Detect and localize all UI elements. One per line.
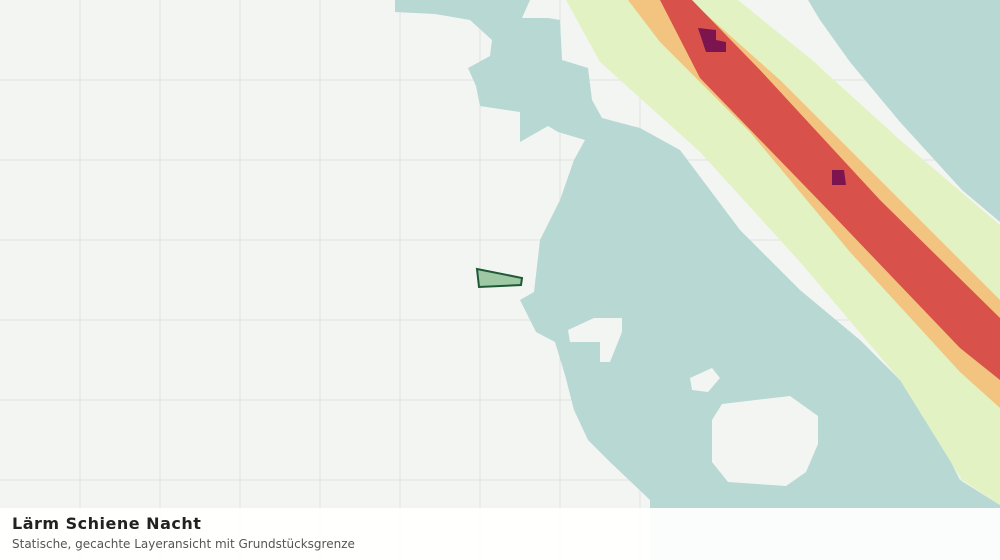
noise-band-high [660,0,1000,380]
noise-band-mid [628,0,1000,408]
caption-subtitle: Statische, gecachte Layeransicht mit Gru… [12,537,355,551]
caption-panel [0,508,1000,560]
noise-peak [698,28,726,52]
noise-peak [832,170,846,185]
noise-band-low [566,0,1000,505]
parcel-boundary[interactable] [475,267,524,289]
teal-area [395,0,1000,560]
clearings [568,318,818,486]
noise-bands [566,0,1000,505]
caption-title: Lärm Schiene Nacht [12,514,201,533]
